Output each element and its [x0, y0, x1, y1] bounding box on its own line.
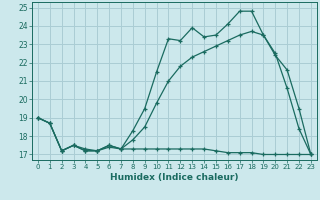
- X-axis label: Humidex (Indice chaleur): Humidex (Indice chaleur): [110, 173, 239, 182]
